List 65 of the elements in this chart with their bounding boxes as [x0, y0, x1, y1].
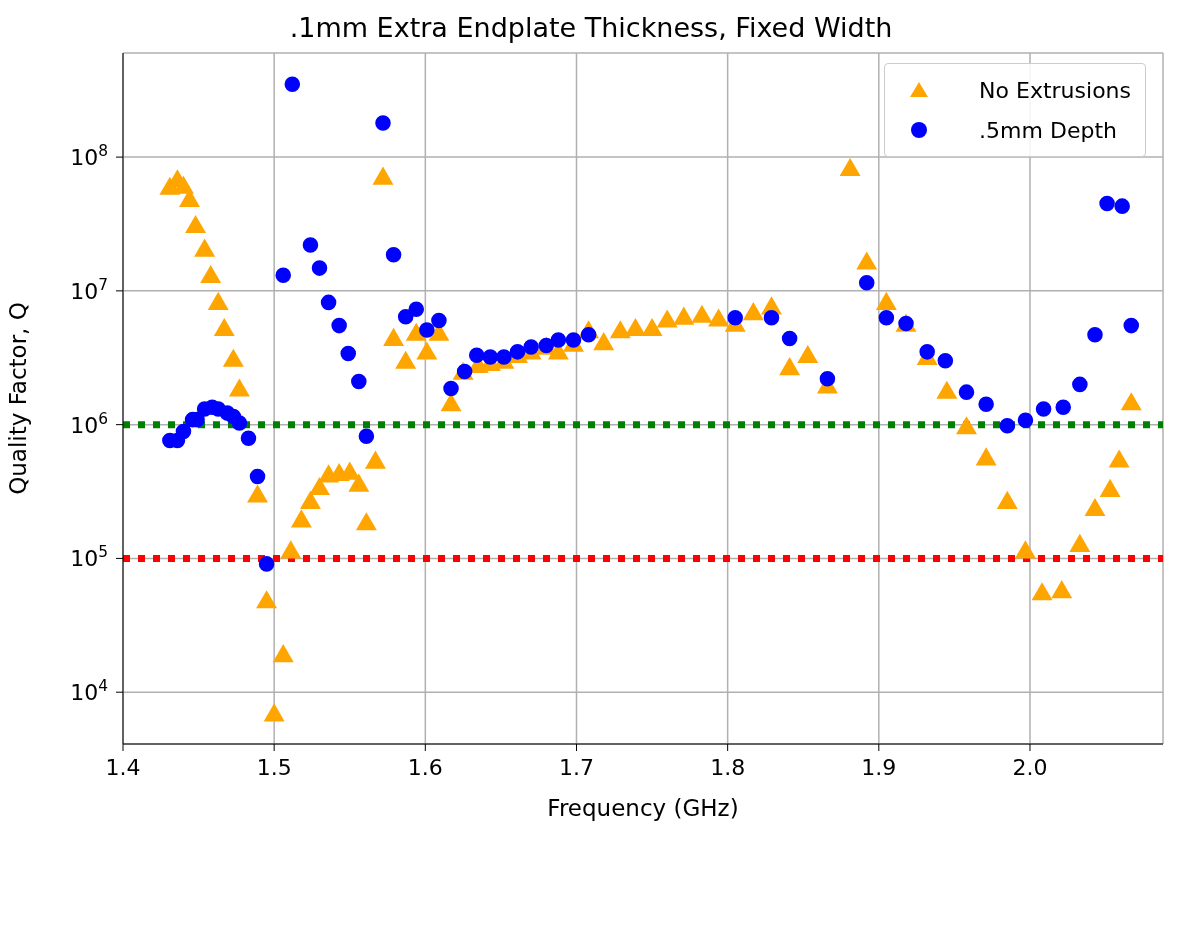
y-axis-title: Quality Factor, Q — [5, 302, 32, 495]
x-axis-title: Frequency (GHz) — [547, 795, 739, 821]
point — [1072, 376, 1088, 393]
point — [919, 344, 935, 360]
point — [1114, 198, 1130, 214]
x-tick-label: 1.4 — [105, 755, 141, 780]
y-tick-label: 10$^{7}$ — [70, 275, 108, 304]
point — [978, 396, 994, 413]
y-tick-label: 10$^{5}$ — [70, 543, 108, 572]
point — [385, 247, 402, 263]
point — [1017, 412, 1034, 428]
x-tick-label: 1.8 — [710, 755, 746, 780]
point — [284, 76, 301, 93]
x-tick-label: 2.0 — [1012, 755, 1048, 780]
point — [958, 384, 975, 400]
point — [878, 309, 895, 326]
point — [523, 339, 539, 355]
point — [375, 115, 391, 131]
point — [781, 330, 798, 347]
point — [468, 347, 485, 364]
point — [351, 373, 367, 390]
point — [331, 317, 347, 334]
point — [482, 349, 499, 365]
point — [858, 274, 875, 291]
point — [320, 294, 337, 311]
point — [240, 430, 257, 447]
point — [231, 415, 248, 431]
y-tick-label: 10$^{4}$ — [70, 677, 108, 706]
legend-label: .5mm Depth — [979, 117, 1117, 143]
point — [819, 371, 836, 387]
point — [550, 332, 567, 348]
point — [565, 332, 582, 348]
point — [443, 380, 459, 397]
point — [1087, 326, 1103, 343]
point — [397, 309, 414, 325]
y-tick-label: 10$^{8}$ — [70, 142, 108, 171]
point — [937, 353, 954, 369]
legend-label: No Extrusions — [979, 77, 1131, 103]
point — [1055, 399, 1072, 415]
point — [275, 267, 292, 283]
point — [175, 423, 192, 440]
x-tick-label: 1.6 — [407, 755, 443, 780]
y-tick-label: 10$^{6}$ — [70, 409, 108, 438]
point — [727, 309, 743, 326]
point — [763, 309, 780, 326]
point — [999, 418, 1016, 434]
point — [302, 237, 319, 253]
point — [311, 260, 328, 276]
point — [1035, 401, 1052, 417]
point — [258, 556, 275, 572]
point — [431, 312, 447, 329]
point — [1099, 195, 1115, 212]
point — [358, 428, 375, 444]
point — [496, 349, 512, 365]
x-tick-label: 1.5 — [256, 755, 292, 780]
point — [408, 301, 425, 317]
point — [1123, 317, 1140, 334]
x-tick-label: 1.9 — [861, 755, 897, 780]
point — [419, 322, 435, 338]
point — [249, 468, 266, 485]
x-tick-label: 1.7 — [558, 755, 594, 780]
point — [509, 344, 526, 360]
point — [580, 326, 597, 343]
chart-title: .1mm Extra Endplate Thickness, Fixed Width — [288, 11, 894, 45]
point — [340, 345, 357, 362]
